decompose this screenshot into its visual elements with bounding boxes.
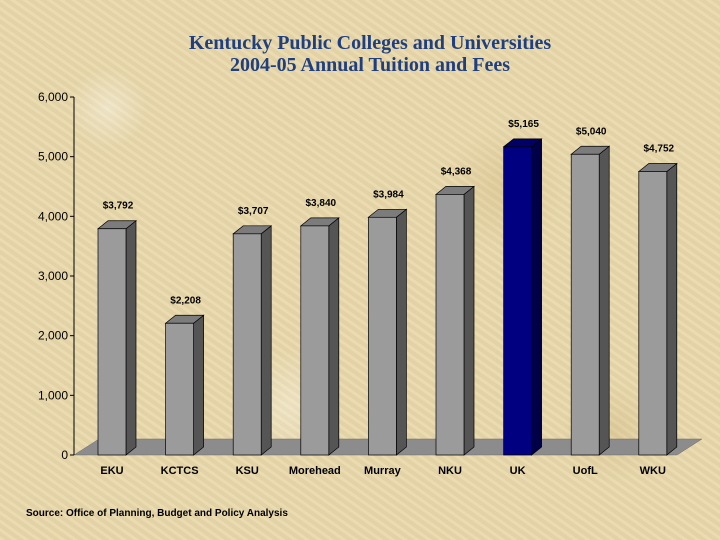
bar-front-face (300, 225, 330, 456)
bar-side-face (396, 208, 407, 456)
data-label-uofl: $5,040 (576, 126, 607, 137)
data-label-murray: $3,984 (373, 189, 404, 200)
bar-front-face (435, 194, 465, 456)
bar-front-face (638, 171, 668, 456)
y-tick-label: 1,000 (38, 388, 68, 402)
bar-side-face (125, 220, 137, 456)
category-label-ksu: KSU (236, 465, 259, 477)
bar-murray (367, 208, 408, 456)
data-label-nku: $4,368 (441, 166, 472, 177)
bar-front-face (165, 322, 194, 456)
y-tick-label: 5,000 (38, 150, 68, 164)
bar-ksu (232, 225, 273, 456)
bar-eku (97, 220, 137, 456)
category-label-wku: WKU (640, 465, 666, 477)
bar-uk (502, 138, 543, 456)
bar-wku (637, 162, 678, 456)
data-label-morehead: $3,840 (306, 198, 337, 209)
bar-side-face (598, 145, 610, 456)
source-note: Source: Office of Planning, Budget and P… (26, 508, 288, 519)
bar-side-face (328, 217, 340, 456)
category-label-eku: EKU (100, 465, 123, 477)
category-label-murray: Murray (364, 465, 402, 477)
bar-side-face (666, 162, 678, 456)
y-tick-label: 0 (61, 448, 68, 462)
data-label-kctcs: $2,208 (170, 295, 201, 306)
bar-side-face (531, 138, 542, 456)
y-tick-label: 6,000 (38, 90, 68, 104)
y-tick-label: 4,000 (38, 209, 68, 223)
bar-side-face (260, 225, 272, 456)
bar-front-face (232, 233, 262, 456)
chart-subtitle: 2004-05 Annual Tuition and Fees (229, 54, 511, 76)
bar-morehead (299, 217, 340, 456)
bar-kctcs (164, 314, 205, 456)
bar-uofl (570, 145, 611, 456)
category-label-kctcs: KCTCS (161, 465, 199, 477)
bar-front-face (97, 228, 127, 456)
bar-side-face (193, 314, 204, 456)
data-label-eku: $3,792 (103, 201, 134, 212)
category-label-morehead: Morehead (289, 465, 341, 477)
category-label-nku: NKU (438, 465, 462, 477)
data-label-ksu: $3,707 (238, 206, 269, 217)
bar-side-face (463, 185, 475, 456)
bar-front-face (368, 216, 397, 456)
data-label-uk: $5,165 (508, 119, 539, 130)
bar-front-face (570, 153, 600, 456)
category-label-uk: UK (510, 465, 526, 477)
bar-nku (435, 185, 475, 456)
chart-title-block: Kentucky Public Colleges and Universitie… (0, 32, 720, 76)
y-tick-label: 2,000 (38, 329, 68, 343)
category-label-uofl: UofL (573, 465, 598, 477)
data-label-wku: $4,752 (644, 143, 675, 154)
chart-title: Kentucky Public Colleges and Universitie… (188, 32, 552, 54)
bar-front-face (503, 146, 532, 456)
y-tick-label: 3,000 (38, 269, 68, 283)
